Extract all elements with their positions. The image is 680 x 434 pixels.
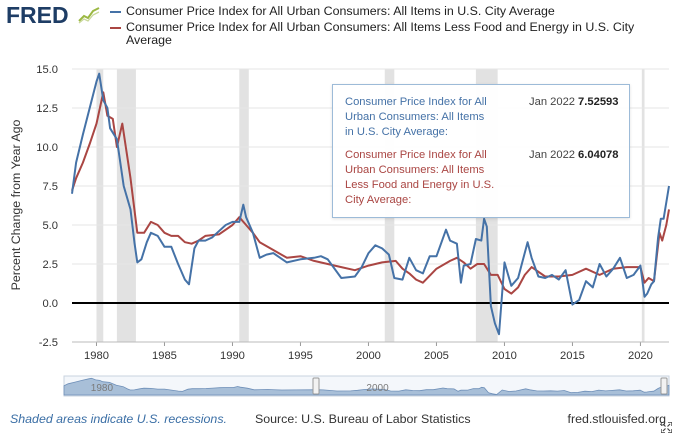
tooltip-date-cpi-all: Jan 2022 7.52593 [529, 95, 619, 110]
range-navigator[interactable]: 1980 2000 [63, 375, 670, 397]
axes: 15.0 12.5 10.0 7.5 5.0 2.5 0.0 -2.5 1980 1985 1990… [36, 64, 669, 362]
fullscreen-icon[interactable] [661, 422, 672, 433]
x-tick-label: 2010 [492, 350, 517, 362]
y-tick-label: 0.0 [42, 298, 58, 310]
recession-note: Shaded areas indicate U.S. recessions. [10, 412, 227, 426]
recession-band-1 [116, 69, 136, 342]
legend-label-cpi-all: Consumer Price Index for All Urban Consu… [126, 4, 555, 18]
y-tick-label: 2.5 [42, 259, 58, 271]
fred-logo[interactable]: FRED [6, 2, 69, 28]
chart-legend: Consumer Price Index for All Urban Consu… [110, 4, 675, 48]
x-tick-label: 1980 [84, 350, 109, 362]
y-tick-label: -2.5 [39, 337, 58, 349]
y-tick-label: 5.0 [42, 220, 58, 232]
x-tick-label: 2015 [560, 350, 585, 362]
navigator-handle-right[interactable] [660, 377, 668, 395]
navigator-handle-left[interactable] [312, 377, 320, 395]
x-tick-label: 1990 [220, 350, 245, 362]
site-link[interactable]: fred.stlouisfed.org [567, 412, 667, 426]
series-line-0[interactable] [71, 72, 670, 336]
series-line-1[interactable] [71, 91, 670, 295]
recession-band-0 [96, 69, 104, 342]
tooltip-date-cpi-core: Jan 2022 6.04078 [529, 148, 619, 163]
y-tick-label: 12.5 [36, 103, 58, 115]
tooltip-date-text-cpi-core: Jan 2022 [529, 149, 576, 161]
legend-item-cpi-all[interactable]: Consumer Price Index for All Urban Consu… [110, 4, 675, 19]
x-tick-label: 2000 [356, 350, 381, 362]
chart-footer: Shaded areas indicate U.S. recessions. S… [0, 406, 680, 434]
source-text: Source: U.S. Bureau of Labor Statistics [255, 412, 471, 426]
legend-swatch-cpi-core [110, 26, 121, 29]
navigator-area [63, 377, 670, 396]
x-tick-label: 1985 [152, 350, 177, 362]
tooltip-panel: Consumer Price Index for All Urban Consu… [332, 84, 630, 218]
y-tick-label: 10.0 [36, 142, 58, 154]
legend-item-cpi-core[interactable]: Consumer Price Index for All Urban Consu… [110, 19, 675, 48]
navigator-year-label: 1980 [91, 383, 114, 394]
x-tick-label: 1995 [288, 350, 313, 362]
y-tick-label: 15.0 [36, 64, 58, 76]
tooltip-value-cpi-all: 7.52593 [578, 96, 619, 108]
line-chart-icon [78, 7, 100, 24]
navigator-year-label: 2000 [366, 383, 389, 394]
tooltip-name-cpi-core: Consumer Price Index for All Urban Consu… [345, 149, 495, 206]
tooltip-date-text-cpi-all: Jan 2022 [529, 96, 576, 108]
tooltip-value-cpi-core: 6.04078 [578, 149, 619, 161]
y-axis-label: Percent Change from Year Ago [9, 119, 23, 290]
x-tick-label: 2005 [424, 350, 449, 362]
legend-swatch-cpi-all [110, 11, 121, 13]
recession-band-5 [641, 69, 645, 342]
tooltip-name-cpi-all: Consumer Price Index for All Urban Consu… [345, 96, 487, 138]
legend-label-cpi-core: Consumer Price Index for All Urban Consu… [126, 19, 635, 47]
y-tick-label: 7.5 [42, 181, 58, 193]
x-tick-label: 2020 [628, 350, 653, 362]
series-lines [71, 72, 670, 336]
chart-header: FRED Consumer Price Index for All Urban … [0, 0, 680, 60]
